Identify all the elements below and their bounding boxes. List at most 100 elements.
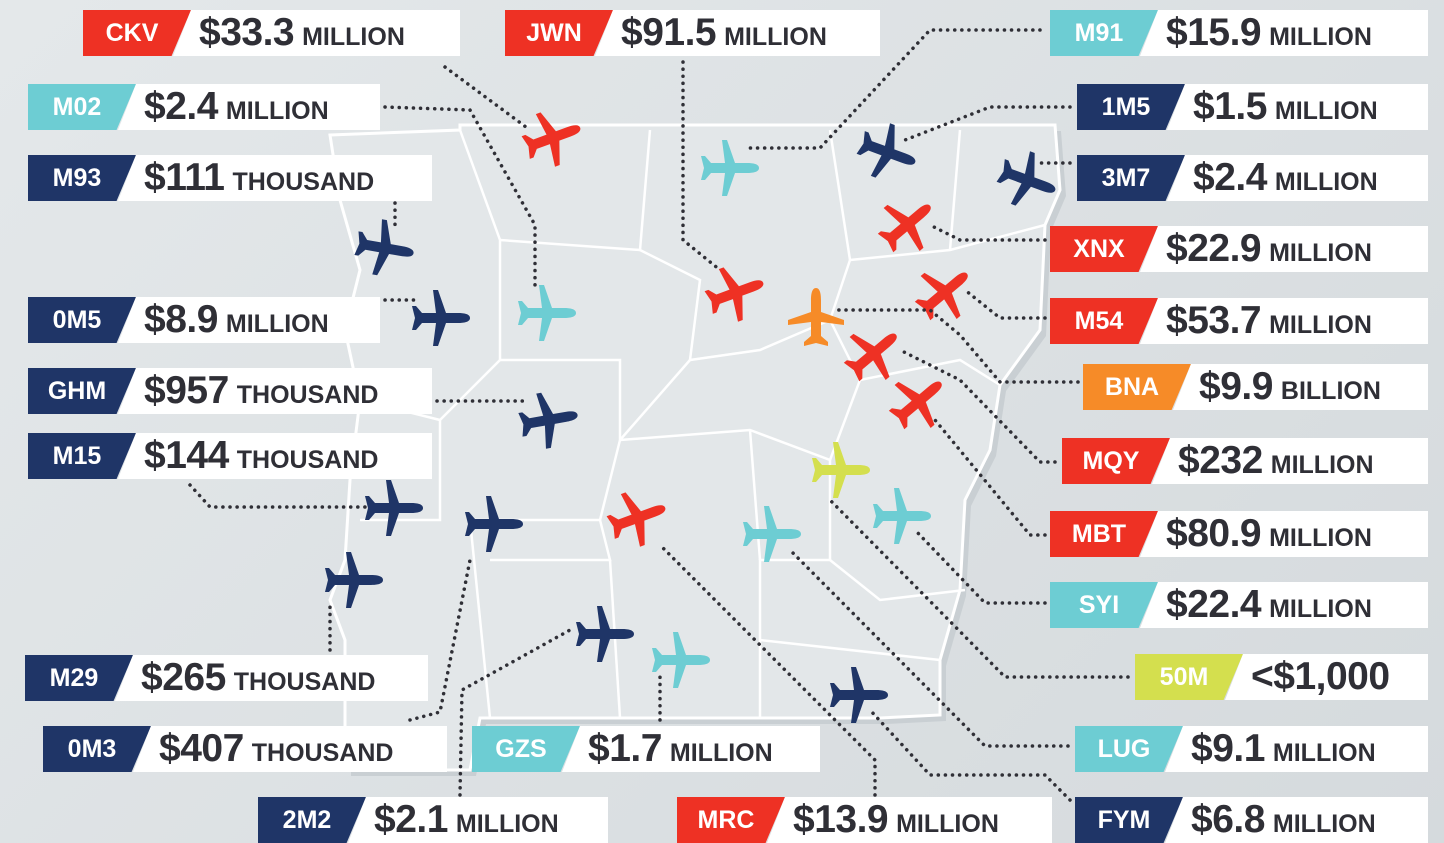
airport-code: SYI — [1050, 582, 1158, 628]
funding-unit: MILLION — [669, 739, 773, 767]
funding-box: $2.4 MILLION — [1167, 155, 1428, 201]
airport-label: SYI $22.4 MILLION — [1050, 582, 1428, 628]
airport-label: JWN $91.5 MILLION — [505, 10, 880, 56]
airport-label: CKV $33.3 MILLION — [83, 10, 460, 56]
airport-label: MBT $80.9 MILLION — [1050, 511, 1428, 557]
funding-box: $9.9 BILLION — [1173, 364, 1428, 410]
airport-code: 0M3 — [43, 726, 151, 772]
funding-box: $33.3 MILLION — [173, 10, 460, 56]
airport-label: 50M <$1,000 — [1135, 654, 1428, 700]
funding-box: $91.5 MILLION — [595, 10, 880, 56]
funding-amount: $13.9 — [793, 798, 889, 841]
funding-amount: $407 — [159, 727, 244, 770]
airport-label: 2M2 $2.1 MILLION — [258, 797, 608, 843]
airport-code: CKV — [83, 10, 191, 56]
airport-code: M91 — [1050, 10, 1158, 56]
funding-unit: THOUSAND — [236, 381, 379, 409]
airport-label: XNX $22.9 MILLION — [1050, 226, 1428, 272]
funding-amount: $9.1 — [1191, 727, 1265, 770]
connector — [913, 528, 1047, 605]
funding-amount: $2.1 — [374, 798, 448, 841]
funding-amount: $232 — [1178, 439, 1263, 482]
connector — [408, 558, 472, 722]
connector — [188, 483, 372, 509]
connector — [868, 708, 1072, 802]
funding-box: $2.4 MILLION — [118, 84, 380, 130]
funding-amount: $111 — [144, 156, 225, 199]
county-lines — [359, 129, 1046, 719]
funding-unit: BILLION — [1280, 377, 1381, 405]
airport-code: M54 — [1050, 298, 1158, 344]
funding-amount: $1.5 — [1193, 85, 1267, 128]
funding-box: $22.9 MILLION — [1140, 226, 1428, 272]
airport-code: 50M — [1135, 654, 1243, 700]
funding-box: $9.1 MILLION — [1165, 726, 1428, 772]
connector — [963, 288, 1047, 320]
funding-amount: $80.9 — [1166, 512, 1262, 555]
airport-code: JWN — [505, 10, 613, 56]
airport-code: MRC — [677, 797, 785, 843]
funding-box: $265 THOUSAND — [115, 655, 428, 701]
airport-label: M15 $144 THOUSAND — [28, 433, 432, 479]
funding-unit: MILLION — [1269, 311, 1372, 339]
funding-unit: MILLION — [225, 97, 329, 125]
airport-label: GZS $1.7 MILLION — [472, 726, 820, 772]
airport-label: M93 $111 THOUSAND — [28, 155, 432, 201]
funding-unit: MILLION — [1269, 595, 1372, 623]
airport-code: GZS — [472, 726, 580, 772]
funding-amount: $144 — [144, 434, 229, 477]
funding-unit: MILLION — [1269, 23, 1372, 51]
airport-label: M29 $265 THOUSAND — [25, 655, 428, 701]
funding-box: $53.7 MILLION — [1140, 298, 1428, 344]
airport-code: MQY — [1062, 438, 1170, 484]
funding-box: $80.9 MILLION — [1140, 511, 1428, 557]
airport-label: 3M7 $2.4 MILLION — [1077, 155, 1428, 201]
connector — [383, 105, 537, 292]
funding-unit: MILLION — [1272, 810, 1376, 838]
funding-box: $15.9 MILLION — [1140, 10, 1428, 56]
funding-unit: THOUSAND — [233, 668, 376, 696]
funding-amount: $265 — [141, 656, 226, 699]
connector — [828, 498, 1130, 679]
connector — [658, 543, 877, 797]
funding-box: $407 THOUSAND — [133, 726, 447, 772]
funding-box: $144 THOUSAND — [118, 433, 432, 479]
airport-label: MQY $232 MILLION — [1062, 438, 1428, 484]
airport-code: 1M5 — [1077, 84, 1185, 130]
funding-amount: $91.5 — [621, 11, 717, 54]
funding-amount: $2.4 — [1193, 156, 1267, 199]
funding-box: $1.5 MILLION — [1167, 84, 1428, 130]
funding-box: $111 THOUSAND — [118, 155, 432, 201]
airport-code: M15 — [28, 433, 136, 479]
funding-box: $1.7 MILLION — [562, 726, 820, 772]
funding-unit: THOUSAND — [251, 739, 394, 767]
funding-box: $13.9 MILLION — [767, 797, 1052, 843]
airport-label: BNA $9.9 BILLION — [1083, 364, 1428, 410]
funding-unit: MILLION — [1272, 739, 1376, 767]
funding-box: $957 THOUSAND — [118, 368, 432, 414]
airport-code: 2M2 — [258, 797, 366, 843]
airport-code: GHM — [28, 368, 136, 414]
connector — [898, 348, 1057, 464]
airport-code: MBT — [1050, 511, 1158, 557]
airport-code: M93 — [28, 155, 136, 201]
funding-box: $22.4 MILLION — [1140, 582, 1428, 628]
airport-label: 0M5 $8.9 MILLION — [28, 297, 380, 343]
funding-box: $8.9 MILLION — [118, 297, 380, 343]
connector — [928, 223, 1047, 242]
funding-unit: MILLION — [896, 810, 999, 838]
funding-box: $6.8 MILLION — [1165, 797, 1428, 843]
funding-amount: $15.9 — [1166, 11, 1262, 54]
funding-amount: $53.7 — [1166, 299, 1262, 342]
funding-amount: $22.9 — [1166, 227, 1262, 270]
funding-amount: <$1,000 — [1251, 655, 1390, 698]
funding-amount: $33.3 — [199, 11, 295, 54]
connector — [933, 418, 1047, 537]
funding-amount: $1.7 — [588, 727, 662, 770]
connector — [788, 548, 1070, 748]
airport-label: M54 $53.7 MILLION — [1050, 298, 1428, 344]
airport-code: BNA — [1083, 364, 1191, 410]
airport-code: 3M7 — [1077, 155, 1185, 201]
